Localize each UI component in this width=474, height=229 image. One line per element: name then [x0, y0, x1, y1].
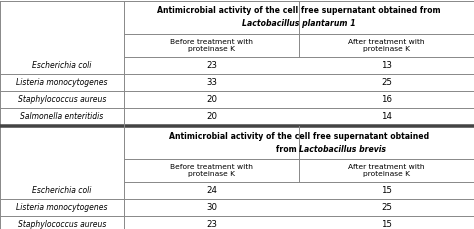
Text: 16: 16 — [381, 95, 392, 104]
Text: 33: 33 — [206, 78, 217, 87]
Text: 30: 30 — [206, 203, 217, 212]
Text: 20: 20 — [206, 112, 217, 121]
Text: Salmonella enteritidis: Salmonella enteritidis — [20, 112, 104, 121]
Text: Escherichia coli: Escherichia coli — [32, 186, 92, 195]
Text: Antimicrobial activity of the cell free supernatant obtained: Antimicrobial activity of the cell free … — [169, 131, 429, 141]
Text: Staphylococcus aureus: Staphylococcus aureus — [18, 95, 106, 104]
Text: 25: 25 — [381, 203, 392, 212]
Text: Before treatment with
proteinase K: Before treatment with proteinase K — [170, 39, 253, 52]
Text: Lactobacillus plantarum 1: Lactobacillus plantarum 1 — [242, 19, 356, 28]
Text: 14: 14 — [381, 112, 392, 121]
Text: Before treatment with
proteinase K: Before treatment with proteinase K — [170, 164, 253, 177]
Text: from: from — [275, 145, 299, 154]
Text: 24: 24 — [206, 186, 217, 195]
Text: 20: 20 — [206, 95, 217, 104]
Text: 15: 15 — [381, 186, 392, 195]
Text: After treatment with
proteinase K: After treatment with proteinase K — [348, 39, 425, 52]
Text: Listeria monocytogenes: Listeria monocytogenes — [16, 203, 108, 212]
Text: Staphylococcus aureus: Staphylococcus aureus — [18, 220, 106, 229]
Text: Escherichia coli: Escherichia coli — [32, 61, 92, 70]
Text: 23: 23 — [206, 220, 217, 229]
Text: 13: 13 — [381, 61, 392, 70]
Text: Antimicrobial activity of the cell free supernatant obtained from: Antimicrobial activity of the cell free … — [157, 6, 441, 16]
Text: After treatment with
proteinase K: After treatment with proteinase K — [348, 164, 425, 177]
Text: 23: 23 — [206, 61, 217, 70]
Text: Listeria monocytogenes: Listeria monocytogenes — [16, 78, 108, 87]
Text: 15: 15 — [381, 220, 392, 229]
Text: 25: 25 — [381, 78, 392, 87]
Text: Lactobacillus brevis: Lactobacillus brevis — [299, 145, 386, 154]
